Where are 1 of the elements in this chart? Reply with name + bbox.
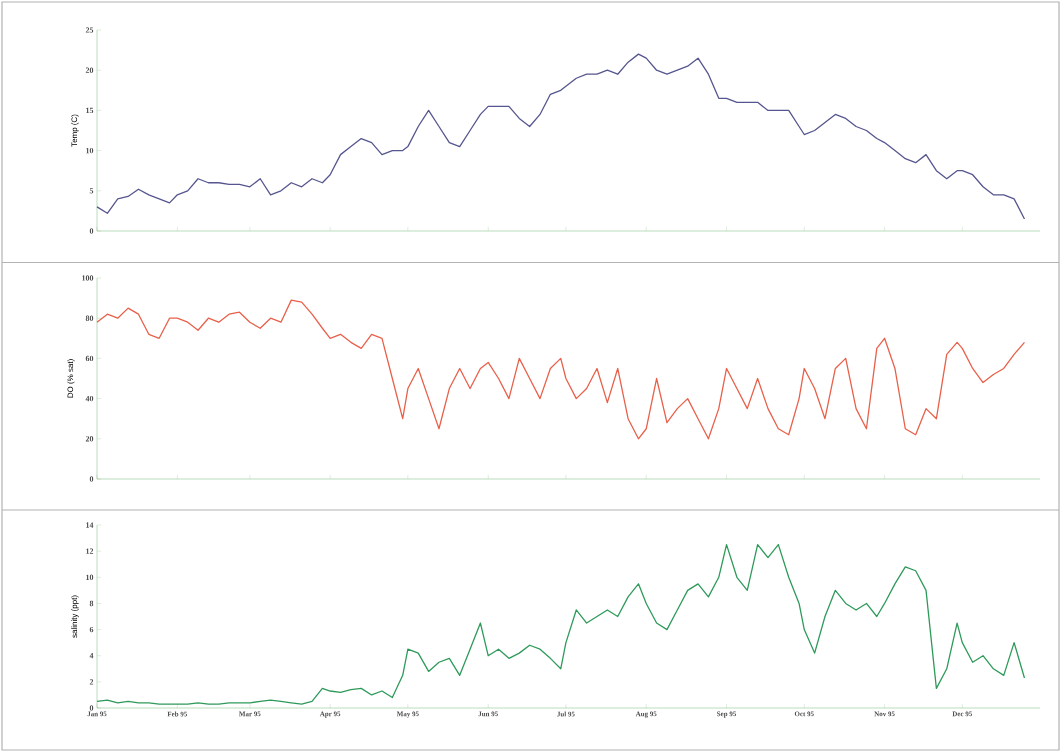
line-series [96, 299, 1026, 440]
